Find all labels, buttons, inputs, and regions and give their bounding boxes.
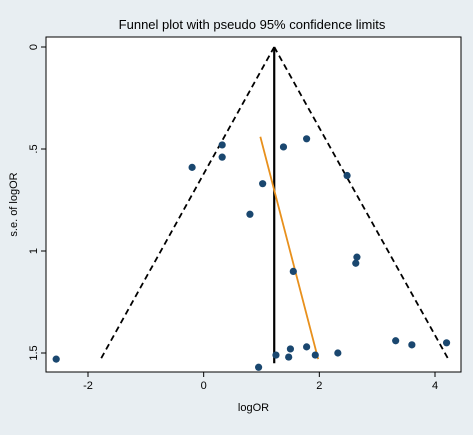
x-tick-label: 0 — [201, 380, 207, 392]
funnel-lines — [98, 46, 451, 364]
data-point — [352, 259, 360, 267]
data-point — [52, 355, 60, 363]
regression-line-line — [259, 136, 320, 360]
data-point — [285, 353, 293, 361]
x-tick-label: -2 — [83, 380, 93, 392]
data-point — [343, 171, 351, 180]
chart-title: Funnel plot with pseudo 95% confidence l… — [119, 17, 386, 32]
data-point — [408, 341, 416, 349]
data-point — [353, 253, 361, 261]
data-point — [218, 153, 226, 161]
data-point — [442, 339, 451, 347]
data-point — [255, 363, 263, 371]
data-point — [246, 210, 254, 218]
plot-area — [45, 36, 462, 373]
data-point — [218, 141, 226, 149]
data-point — [259, 180, 267, 188]
data-point — [286, 345, 295, 353]
data-point — [311, 351, 319, 359]
data-points — [52, 135, 451, 371]
y-axis-title: s.e. of logOR — [8, 172, 20, 236]
x-axis-title: logOR — [238, 402, 269, 414]
y-tick-label: 1.5 — [28, 345, 40, 360]
y-tick-label: 1 — [28, 248, 40, 254]
x-tick-label: 2 — [316, 380, 322, 392]
data-point — [303, 135, 311, 143]
data-point — [188, 163, 196, 171]
data-point — [392, 337, 400, 345]
axes: -2 0 2 4 0 .5 1 1.5 — [28, 44, 438, 392]
x-tick-label: 4 — [432, 380, 438, 392]
y-tick-label: .5 — [28, 144, 40, 153]
data-point — [272, 351, 280, 359]
data-point — [303, 343, 311, 351]
data-point — [334, 349, 342, 357]
data-point — [289, 267, 297, 275]
y-tick-label: 0 — [28, 44, 40, 50]
data-point — [279, 143, 288, 151]
